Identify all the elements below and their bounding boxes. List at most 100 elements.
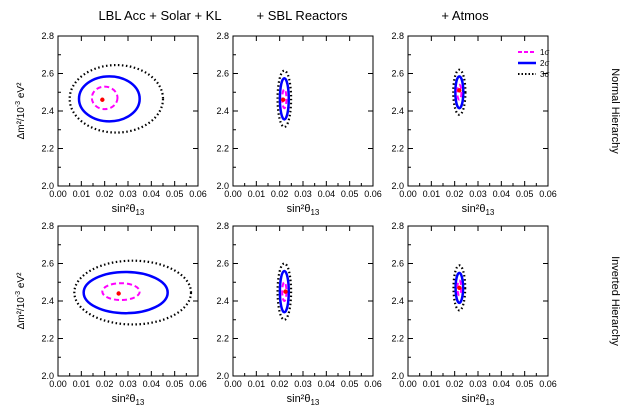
y-axis-label-ylabel_exp: -3 (15, 101, 22, 107)
x-tick-label: 0.03 (294, 189, 312, 199)
x-axis-label-main: sin²θ (462, 203, 486, 215)
x-tick-label: 0.02 (271, 379, 289, 389)
panel-r0-c0: 0.00 0.01 0.02 0.03 0.04 0.05 0.06 2.0 2.2 2.4 2.6… (41, 31, 206, 217)
x-tick-label: 0.04 (493, 379, 511, 389)
y-tick-label: 2.4 (216, 296, 229, 306)
x-tick-label: 0.01 (248, 189, 266, 199)
row-label: Normal Hierarchy (609, 68, 621, 154)
best-fit-point (457, 285, 462, 291)
x-tick-label: 0.05 (516, 189, 534, 199)
x-tick-label: 0.03 (119, 379, 137, 389)
x-tick-label: 0.04 (143, 379, 161, 389)
x-tick-label: 0.05 (516, 379, 534, 389)
y-tick-label: 2.8 (41, 31, 54, 41)
x-axis-label-sub: 13 (310, 398, 319, 407)
legend-label: 1σ (540, 48, 549, 57)
y-tick-label: 2.6 (41, 259, 54, 269)
x-axis-label-sub: 13 (135, 208, 144, 217)
x-tick-label: 0.02 (446, 189, 464, 199)
contour-2sigma (278, 76, 291, 121)
y-tick-label: 2.0 (391, 181, 404, 191)
y-tick-label: 2.2 (391, 334, 404, 344)
x-axis-label-sub: 13 (485, 398, 494, 407)
panel-r1-c2: 0.00 0.01 0.02 0.03 0.04 0.05 0.06 2.0 2.2 2.4 2.6… (391, 221, 556, 407)
y-axis-label: Δm²/10-3 eV² (15, 272, 27, 329)
x-tick-label: 0.04 (318, 379, 336, 389)
y-tick-label: 2.6 (391, 69, 404, 79)
y-tick-label: 2.0 (41, 181, 54, 191)
x-tick-label: 0.05 (341, 379, 359, 389)
y-tick-label: 2.8 (216, 31, 229, 41)
x-tick-label: 0.06 (189, 189, 207, 199)
y-axis-label-ylabel_unit: eV² (16, 272, 27, 291)
x-tick-label: 0.01 (73, 379, 91, 389)
contour-3sigma (68, 63, 165, 134)
contour-2sigma (278, 269, 291, 314)
y-tick-label: 2.2 (41, 334, 54, 344)
x-tick-label: 0.05 (341, 189, 359, 199)
y-tick-label: 2.8 (391, 31, 404, 41)
x-tick-label: 0.00 (224, 189, 242, 199)
y-tick-label: 2.0 (216, 371, 229, 381)
panel-r0-c2: 0.00 0.01 0.02 0.03 0.04 0.05 0.06 2.0 2.2 2.4 2.6… (391, 31, 556, 217)
x-tick-label: 0.06 (189, 379, 207, 389)
y-tick-label: 2.2 (41, 144, 54, 154)
y-tick-label: 2.0 (216, 181, 229, 191)
y-tick-label: 2.6 (216, 69, 229, 79)
panel-r1-c0: 0.00 0.01 0.02 0.03 0.04 0.05 0.06 2.0 2.2 2.4 2.6… (41, 221, 206, 407)
panel-frame (407, 35, 549, 187)
best-fit-point (280, 97, 286, 102)
x-tick-label: 0.02 (446, 379, 464, 389)
contour-3sigma (276, 69, 293, 129)
x-tick-label: 0.00 (224, 379, 242, 389)
x-axis-label-sub: 13 (310, 208, 319, 217)
x-tick-label: 0.00 (49, 189, 67, 199)
y-tick-label: 2.2 (391, 144, 404, 154)
y-tick-label: 2.2 (216, 144, 229, 154)
x-tick-label: 0.03 (119, 189, 137, 199)
y-tick-label: 2.8 (391, 221, 404, 231)
contour-1sigma (456, 83, 463, 101)
panel-frame (57, 225, 199, 377)
x-axis-label: sin²θ13 (287, 203, 320, 217)
contour-3sigma (276, 262, 293, 321)
x-tick-label: 0.05 (166, 379, 184, 389)
x-tick-label: 0.01 (73, 189, 91, 199)
x-tick-label: 0.02 (96, 189, 114, 199)
panel-frame (407, 225, 549, 377)
x-tick-label: 0.06 (364, 189, 382, 199)
best-fit-point (116, 291, 121, 296)
x-axis-label-main: sin²θ (287, 393, 311, 405)
contour-3sigma (452, 68, 467, 116)
y-axis-label-ylabel_base: Δm²/10 (16, 107, 27, 140)
x-tick-label: 0.03 (469, 379, 487, 389)
y-tick-label: 2.6 (216, 259, 229, 269)
x-axis-label-main: sin²θ (287, 203, 311, 215)
contour-1sigma (101, 282, 141, 302)
column-title: + Atmos (441, 8, 489, 23)
y-tick-label: 2.4 (41, 296, 54, 306)
best-fit-point (457, 88, 462, 93)
legend-label: 3σ (540, 70, 549, 79)
y-tick-label: 2.6 (391, 259, 404, 269)
x-tick-label: 0.02 (96, 379, 114, 389)
y-axis-label-ylabel_unit: eV² (16, 82, 27, 101)
x-axis-label: sin²θ13 (112, 203, 145, 217)
x-tick-label: 0.03 (294, 379, 312, 389)
contour-2sigma (454, 75, 465, 110)
panel-r1-c1: 0.00 0.01 0.02 0.03 0.04 0.05 0.06 2.0 2.2 2.4 2.6… (216, 221, 381, 407)
x-tick-label: 0.05 (166, 189, 184, 199)
y-tick-label: 2.4 (41, 106, 54, 116)
x-tick-label: 0.02 (271, 189, 289, 199)
x-axis-label: sin²θ13 (462, 203, 495, 217)
x-axis-label-sub: 13 (485, 208, 494, 217)
y-tick-label: 2.4 (391, 106, 404, 116)
y-tick-label: 2.6 (41, 69, 54, 79)
contour-2sigma (77, 75, 141, 123)
panel-frame (57, 35, 199, 187)
best-fit-point (283, 289, 288, 294)
x-axis-label-main: sin²θ (462, 393, 486, 405)
x-tick-label: 0.03 (469, 189, 487, 199)
row-label: Inverted Hierarchy (609, 256, 621, 346)
x-tick-label: 0.04 (318, 189, 336, 199)
